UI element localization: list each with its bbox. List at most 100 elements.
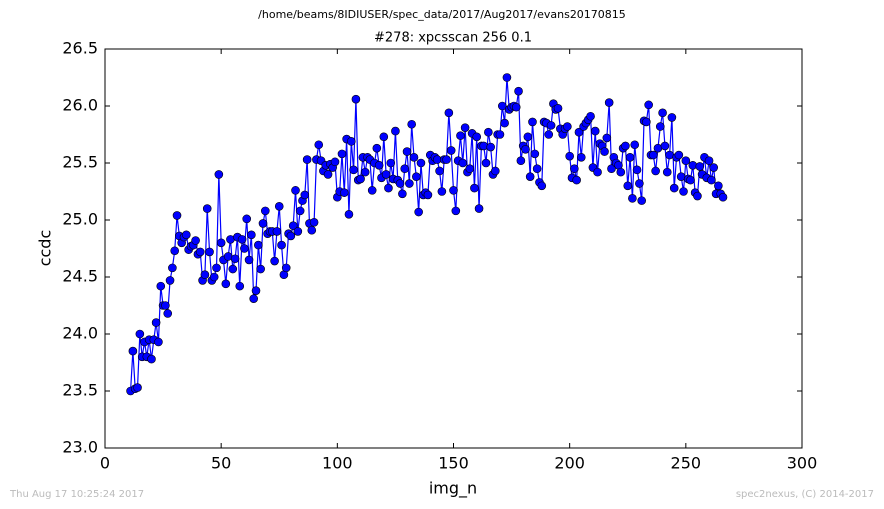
data-point — [344, 210, 354, 219]
data-point — [272, 227, 282, 236]
data-point — [323, 170, 333, 179]
data-point — [200, 270, 210, 280]
data-point — [602, 133, 612, 143]
data-point — [563, 122, 572, 131]
data-point — [709, 163, 719, 172]
data-point — [302, 155, 312, 164]
data-point — [195, 247, 205, 257]
data-point — [586, 111, 595, 121]
data-point — [386, 158, 396, 168]
data-point — [497, 101, 507, 111]
x-tick-label: 0 — [100, 454, 110, 473]
data-point — [391, 126, 400, 136]
data-point — [444, 108, 454, 118]
data-point — [479, 141, 489, 151]
data-point — [637, 196, 646, 205]
x-tick-label: 250 — [671, 454, 702, 473]
data-point — [655, 122, 665, 131]
data-point — [616, 167, 626, 177]
y-axis-label: ccdc — [36, 230, 55, 267]
data-point — [202, 204, 212, 213]
data-point — [516, 156, 526, 166]
data-point — [525, 172, 535, 181]
data-point — [523, 132, 533, 142]
data-point — [635, 179, 644, 188]
data-point — [644, 100, 653, 110]
data-point — [346, 137, 356, 146]
data-point — [472, 132, 482, 142]
y-tick-label: 26.5 — [62, 39, 98, 58]
data-point — [460, 123, 470, 132]
data-point — [546, 121, 556, 130]
data-point — [553, 103, 563, 113]
data-point — [604, 98, 614, 107]
data-point — [628, 194, 637, 203]
data-point — [674, 150, 684, 160]
data-point — [300, 190, 310, 200]
data-point — [658, 108, 667, 118]
data-point — [528, 117, 537, 127]
data-point — [340, 188, 349, 197]
data-point — [154, 337, 163, 347]
data-point — [442, 155, 451, 164]
data-point — [590, 126, 600, 136]
data-point — [235, 281, 245, 291]
data-point — [372, 143, 382, 153]
y-tick-label: 25.5 — [62, 153, 98, 172]
data-point — [607, 164, 616, 173]
data-point — [309, 217, 319, 227]
data-point — [314, 140, 324, 150]
data-point — [381, 170, 391, 179]
data-point — [572, 175, 581, 185]
data-point — [256, 264, 265, 274]
data-point — [707, 175, 716, 185]
data-point — [356, 174, 365, 184]
data-point — [147, 354, 156, 364]
data-point — [182, 230, 191, 240]
data-point — [695, 162, 705, 171]
data-point — [537, 181, 547, 191]
data-point — [258, 219, 268, 228]
footer-left: Thu Aug 17 10:25:24 2017 — [9, 489, 144, 500]
data-point — [214, 170, 224, 179]
data-point — [251, 286, 261, 295]
data-point — [511, 102, 521, 112]
data-point — [437, 187, 447, 196]
data-point — [412, 172, 421, 181]
y-tick-label: 24.5 — [62, 267, 98, 286]
data-point — [337, 149, 347, 159]
data-point — [679, 187, 688, 196]
data-point — [281, 263, 291, 273]
data-point — [423, 190, 433, 200]
data-point — [621, 141, 630, 151]
data-point — [474, 204, 484, 213]
data-point — [330, 157, 340, 167]
data-point — [565, 151, 574, 161]
data-point — [651, 166, 660, 176]
data-point — [240, 244, 249, 253]
data-point — [212, 263, 221, 273]
data-point — [402, 147, 412, 156]
data-point — [574, 127, 584, 137]
data-point — [221, 279, 231, 289]
data-point — [486, 142, 495, 152]
y-tick-label: 25.0 — [62, 210, 98, 229]
data-point — [156, 281, 166, 291]
suptitle: /home/beams/8IDIUSER/spec_data/2017/Aug2… — [258, 8, 626, 21]
data-point — [632, 165, 642, 175]
data-point — [576, 153, 586, 162]
data-point — [270, 256, 279, 266]
x-axis-label: img_n — [429, 479, 477, 499]
data-point — [295, 206, 305, 216]
data-point — [249, 294, 258, 303]
data-point — [161, 301, 170, 310]
data-point — [209, 272, 219, 282]
data-point — [414, 207, 423, 217]
data-point — [449, 186, 458, 195]
data-point — [451, 206, 461, 216]
data-point — [133, 383, 142, 392]
data-point — [688, 160, 698, 170]
data-point — [293, 227, 303, 236]
data-point — [405, 179, 414, 188]
